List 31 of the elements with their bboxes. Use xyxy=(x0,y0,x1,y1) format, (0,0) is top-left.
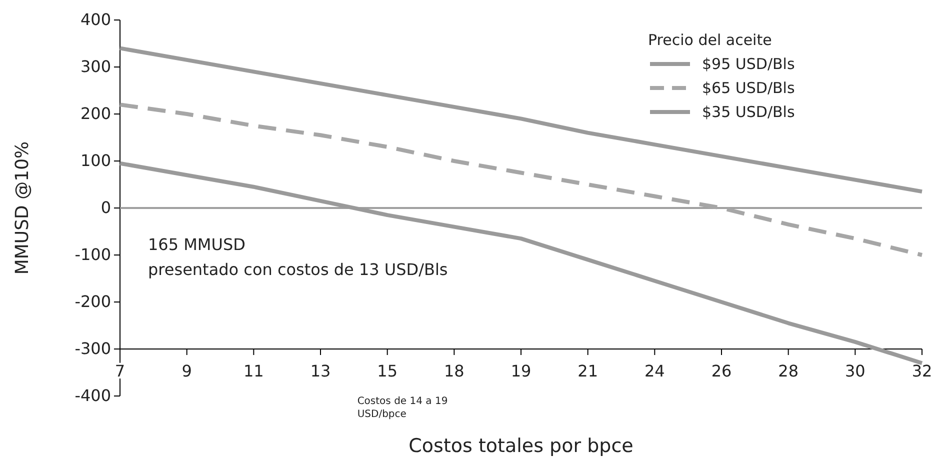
x-tick-label: 13 xyxy=(310,361,331,380)
y-tick-label: 400 xyxy=(80,10,111,30)
x-tick-label: 15 xyxy=(377,361,398,380)
annotation: 165 MMUSD presentado con costos de 13 USD/Bls xyxy=(148,235,448,279)
y-axis-title: MMUSD @10% xyxy=(12,141,33,275)
x-tick-label: 32 xyxy=(912,361,932,380)
y-tick-label: -400 xyxy=(74,386,111,406)
legend-label: $65 USD/Bls xyxy=(702,79,795,97)
x-tick-label: 28 xyxy=(778,361,799,380)
line-series xyxy=(118,46,924,194)
x-tick-label: 19 xyxy=(510,361,532,380)
y-tick-label: 0 xyxy=(100,198,111,218)
x-tick-label: 30 xyxy=(844,361,866,380)
x-tick-label: 11 xyxy=(243,361,264,380)
legend-label: $95 USD/Bls xyxy=(702,55,795,73)
x-tick-label: 21 xyxy=(578,361,598,380)
y-tick-label: -300 xyxy=(74,339,111,358)
y-tick-label: -200 xyxy=(74,292,111,312)
x-tick-label: 9 xyxy=(182,361,192,380)
x-tick-label: 18 xyxy=(444,361,464,380)
y-tick-label: 100 xyxy=(80,151,111,170)
y-tick-label: 300 xyxy=(80,57,111,76)
x-tick-label: 24 xyxy=(644,361,665,380)
x-tick-label: 26 xyxy=(711,361,732,380)
y-tick-label: 200 xyxy=(80,104,111,124)
legend-title: Precio del aceite xyxy=(648,31,772,49)
x-axis-title: Costos totales por bpce xyxy=(408,435,634,457)
y-tick-label: -100 xyxy=(74,245,111,264)
annotation: Costos de 14 a 19 USD/bpce xyxy=(357,396,448,420)
legend-label: $35 USD/Bls xyxy=(702,103,795,121)
line-series xyxy=(118,102,924,257)
